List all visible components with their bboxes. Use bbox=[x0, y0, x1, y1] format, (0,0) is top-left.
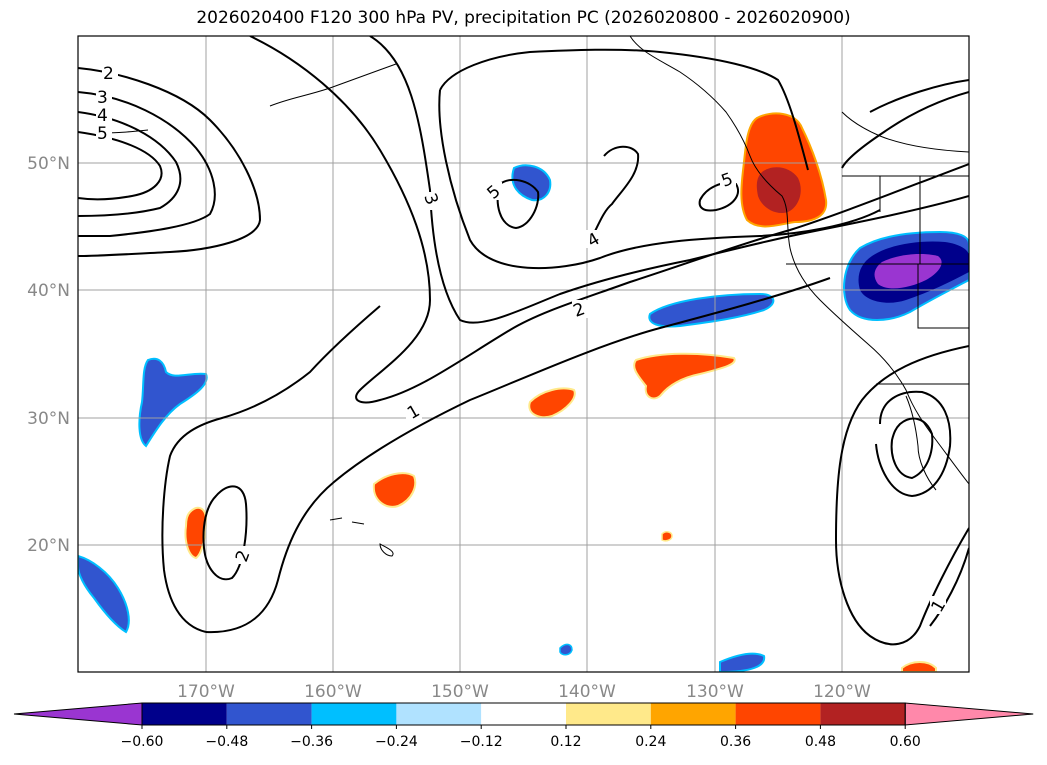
contour-labels: 2 3 4 5 3 5 4 5 2 1 2 1 bbox=[96, 64, 950, 616]
precip-shading bbox=[78, 112, 969, 672]
colorbar-segment bbox=[735, 703, 821, 725]
colorbar-tick-label: −0.24 bbox=[375, 734, 418, 750]
precip-core-ca-purple bbox=[874, 254, 942, 289]
contour-label: 2 bbox=[103, 64, 114, 84]
lon-label: 170°W bbox=[177, 682, 235, 702]
pv-contours bbox=[78, 36, 969, 646]
lon-label: 140°W bbox=[558, 682, 616, 702]
precip-blob-neg-west2 bbox=[78, 554, 130, 634]
colorbar-segment bbox=[396, 703, 482, 725]
colorbar-segment bbox=[566, 703, 651, 725]
colorbar-segment bbox=[481, 703, 566, 725]
lat-label: 40°N bbox=[27, 281, 70, 301]
lat-label: 20°N bbox=[27, 536, 70, 556]
colorbar-segment bbox=[226, 703, 312, 725]
colorbar-tick-label: −0.12 bbox=[460, 734, 503, 750]
colorbar-tick-label: −0.60 bbox=[121, 734, 164, 750]
colorbar-extend-min bbox=[13, 702, 143, 726]
colorbar-tick-label: 0.48 bbox=[805, 734, 836, 750]
contour-label: 3 bbox=[97, 88, 108, 108]
precip-blob-neg-gulf bbox=[511, 164, 552, 202]
colorbar bbox=[13, 702, 1034, 726]
precip-core-pnw bbox=[756, 167, 801, 214]
lon-label: 150°W bbox=[431, 682, 489, 702]
contour-label: 5 bbox=[97, 124, 108, 144]
precip-blob-pos-mid2 bbox=[372, 472, 417, 508]
lat-label: 50°N bbox=[27, 154, 70, 174]
colorbar-tick-label: 0.60 bbox=[890, 734, 921, 750]
colorbar-segment bbox=[820, 703, 906, 725]
lon-label: 160°W bbox=[304, 682, 362, 702]
colorbar-frame bbox=[141, 702, 906, 726]
colorbar-segment bbox=[311, 703, 397, 725]
precip-blob-neg-west1 bbox=[138, 357, 208, 448]
map-title: 2026020400 F120 300 hPa PV, precipitatio… bbox=[196, 8, 851, 28]
colorbar-tick-label: 0.12 bbox=[550, 734, 581, 750]
colorbar-tick-label: −0.48 bbox=[205, 734, 248, 750]
lat-label: 30°N bbox=[27, 409, 70, 429]
colorbar-tick-label: −0.36 bbox=[290, 734, 333, 750]
lon-label: 130°W bbox=[686, 682, 744, 702]
colorbar-ticks: −0.60 −0.48 −0.36 −0.24 −0.12 0.12 0.24 0.36 0.4… bbox=[121, 725, 921, 750]
precip-blob-pos-sub bbox=[633, 352, 736, 400]
coastlines bbox=[95, 36, 969, 557]
colorbar-segment bbox=[142, 703, 227, 725]
precip-blob-neg-mid bbox=[648, 292, 775, 328]
colorbar-tick-label: 0.36 bbox=[720, 734, 751, 750]
precip-blob-neg-south bbox=[719, 652, 766, 672]
precip-blob-pos-small bbox=[661, 531, 673, 542]
precip-blob-pos-mid1 bbox=[528, 387, 576, 419]
map-frame bbox=[77, 35, 970, 673]
colorbar-segment bbox=[650, 703, 736, 725]
lon-label: 120°W bbox=[813, 682, 871, 702]
gridlines bbox=[78, 36, 969, 672]
colorbar-tick-label: 0.24 bbox=[635, 734, 666, 750]
latitude-labels: 50°N 40°N 30°N 20°N bbox=[27, 154, 70, 556]
colorbar-extend-max bbox=[904, 702, 1034, 726]
contour-label: 4 bbox=[97, 106, 108, 126]
precip-blob-neg-small bbox=[559, 643, 573, 656]
precip-blob-pos-south bbox=[901, 661, 937, 672]
longitude-labels: 170°W 160°W 150°W 140°W 130°W 120°W bbox=[177, 682, 871, 702]
